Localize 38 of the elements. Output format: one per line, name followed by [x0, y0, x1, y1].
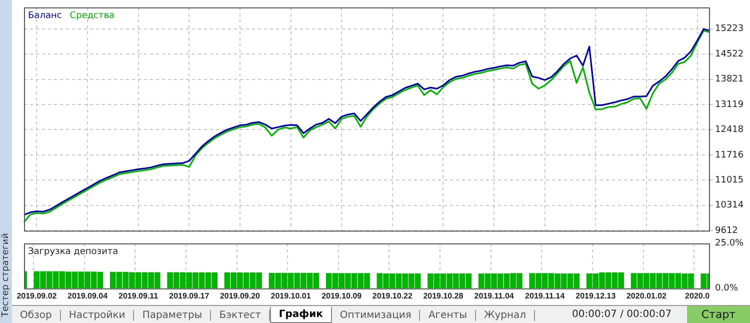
- y-tick-label: 14522: [715, 49, 744, 60]
- y-tick-label: 13821: [715, 74, 744, 85]
- x-tick-label: 2020.0: [685, 291, 710, 300]
- x-tick-label: 2019.12.13: [576, 291, 616, 300]
- text: Настройки: [60, 310, 134, 320]
- text: 00:00:07 / 00:00:07: [572, 309, 672, 320]
- y-tick-label: 25.0%: [715, 238, 744, 249]
- x-tick-label: 2019.10.28: [423, 291, 464, 300]
- text: Старт: [687, 306, 750, 323]
- x-tick-label: 2019.09.04: [67, 291, 108, 300]
- x-tick-label: 2019.11.04: [474, 291, 514, 300]
- text: Баланс: [28, 11, 62, 22]
- text: Тестер стратегий: [1, 232, 11, 319]
- y-tick-label: 11716: [715, 150, 744, 160]
- text: Журнал: [476, 310, 536, 320]
- text: Средства: [70, 11, 115, 22]
- text: Обзор: [12, 310, 61, 320]
- y-tick-label: 15223: [715, 24, 744, 34]
- x-tick-label: 2019.09.11: [118, 291, 159, 300]
- x-tick-label: 2019.11.14: [525, 291, 566, 300]
- x-tick-label: 2019.09.20: [220, 291, 261, 300]
- y-tick-label: 9612: [715, 226, 738, 236]
- chart-title: Загрузка депозита: [28, 247, 118, 258]
- y-tick-label: 10314: [715, 200, 744, 211]
- text: Параметры: [134, 310, 212, 320]
- y-tick-label: 0.0%: [715, 284, 738, 294]
- x-tick-label: 2019.10.01: [270, 291, 312, 300]
- y-tick-label: 12418: [715, 125, 744, 136]
- y-tick-label: 13119: [715, 100, 744, 110]
- x-tick-label: 2019.10.22: [372, 291, 413, 300]
- x-tick-label: 2019.09.17: [169, 291, 210, 300]
- y-tick-label: 11015: [715, 176, 744, 186]
- text: Оптимизация: [332, 310, 420, 320]
- x-tick-label: 2019.09.02: [16, 291, 58, 300]
- text: Агенты: [420, 310, 476, 320]
- x-tick-label: 2019.10.09: [322, 291, 362, 300]
- x-tick-label: 2020.01.02: [626, 291, 668, 300]
- text: Бэктест: [211, 310, 270, 320]
